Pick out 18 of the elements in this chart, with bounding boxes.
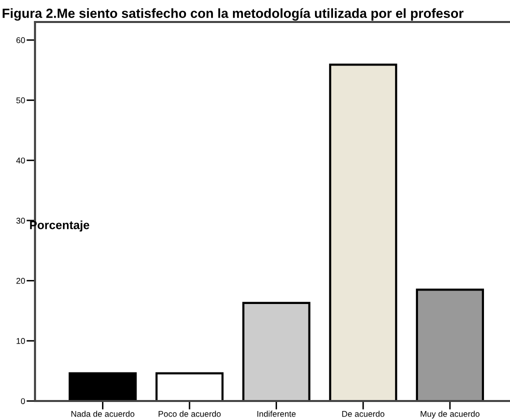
y-tick-label: 50: [16, 97, 25, 104]
bar: [329, 64, 398, 401]
x-tick-label: Muy de acuerdo: [420, 410, 480, 418]
chart-title: Figura 2.Me siento satisfecho con la metodología utilizada por el profesor: [2, 8, 464, 21]
bar: [416, 288, 484, 401]
x-tick-label: Nada de acuerdo: [71, 410, 134, 417]
bar: [68, 372, 137, 401]
bar: [242, 302, 310, 401]
x-tick-label: Poco de acuerdo: [158, 410, 221, 417]
y-tick-label: 0: [20, 398, 25, 404]
x-tick-label: Indiferente: [257, 410, 296, 417]
y-tick-label: 10: [16, 338, 25, 344]
y-tick-label: 20: [16, 278, 25, 284]
x-tick-label: De acuerdo: [342, 410, 384, 417]
y-tick-label: 30: [16, 218, 25, 224]
y-tick-label: 40: [16, 158, 25, 164]
bar: [155, 372, 224, 401]
y-tick-label: 60: [16, 37, 25, 44]
